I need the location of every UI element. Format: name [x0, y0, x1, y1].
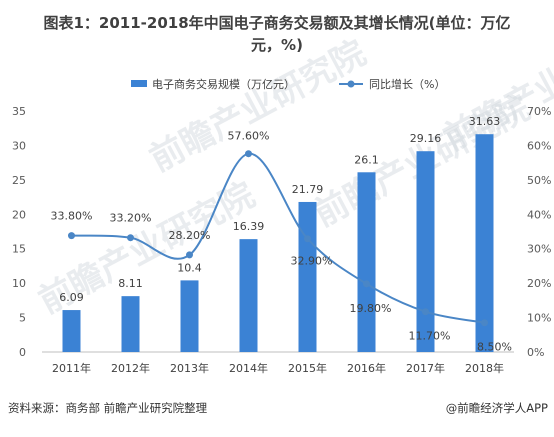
bar-data-label: 21.79	[292, 183, 324, 196]
line-data-label: 28.20%	[169, 229, 211, 242]
plot-area: 0 5 10 15 20 25 30 35 0% 10% 20% 30% 40% 50% 60% 70% 201…	[12, 105, 551, 375]
x-tick-label: 2014年	[229, 361, 268, 375]
y-left-tick-label: 5	[19, 312, 26, 325]
growth-line	[71, 152, 485, 324]
watermark-text-4: 前瞻产业研究院	[437, 12, 554, 159]
y-left-tick-label: 0	[19, 346, 26, 359]
legend: 电子商务交易规模（万亿元） 同比增长（%）	[131, 77, 445, 91]
y-right-tick-label: 70%	[527, 105, 551, 118]
y-right-tick-label: 60%	[527, 139, 551, 152]
chart-title-line1: 图表1：2011-2018年中国电子商务交易额及其增长情况(单位：万亿	[43, 14, 510, 32]
bar-data-label: 10.4	[177, 261, 202, 274]
bar	[180, 280, 199, 352]
bar-data-label: 31.63	[469, 115, 501, 128]
bar	[416, 151, 435, 352]
y-right-tick-label: 0%	[527, 346, 544, 359]
line-point	[68, 232, 75, 240]
line-point	[304, 235, 311, 243]
bar	[475, 134, 494, 352]
bar-data-label: 6.09	[59, 291, 84, 304]
line-data-label: 32.90%	[291, 255, 333, 268]
line-point	[422, 308, 429, 316]
line-data-label: 8.50%	[477, 341, 512, 354]
line-point	[245, 150, 252, 158]
y-left-tick-label: 25	[12, 174, 26, 187]
y-right-tick-label: 50%	[527, 174, 551, 187]
bar	[357, 172, 376, 352]
legend-bar-label: 电子商务交易规模（万亿元）	[152, 77, 295, 91]
x-tick-label: 2015年	[288, 361, 327, 375]
line-point	[186, 251, 193, 259]
y-right-tick-label: 20%	[527, 277, 551, 290]
bar-data-label: 29.16	[410, 132, 442, 145]
legend-line-label: 同比增长（%）	[369, 77, 445, 91]
line-data-label: 19.80%	[350, 302, 392, 315]
line-data-label: 33.80%	[51, 210, 93, 223]
credit-note: @前瞻经济学人APP	[446, 401, 548, 415]
legend-line-marker	[347, 80, 355, 88]
x-tick-label: 2011年	[52, 361, 91, 375]
x-tick-label: 2017年	[406, 361, 445, 375]
bar	[239, 239, 258, 352]
y-left-tick-label: 20	[12, 208, 26, 221]
bar	[62, 310, 81, 352]
y-right-tick-label: 40%	[527, 208, 551, 221]
line-point	[127, 234, 134, 242]
line-point	[481, 319, 488, 327]
y-left-tick-label: 10	[12, 277, 26, 290]
bar	[121, 296, 140, 352]
line-data-label: 57.60%	[228, 130, 270, 143]
bar-data-label: 26.1	[354, 153, 379, 166]
y-right-tick-label: 30%	[527, 243, 551, 256]
x-tick-label: 2012年	[111, 361, 150, 375]
line-data-label: 33.20%	[110, 212, 152, 225]
legend-bar-swatch	[131, 80, 147, 87]
bar-data-label: 16.39	[233, 220, 265, 233]
line-point	[363, 280, 370, 288]
y-left-tick-label: 15	[12, 243, 26, 256]
line-data-label: 11.70%	[409, 330, 451, 343]
y-right-tick-label: 10%	[527, 312, 551, 325]
bar	[298, 201, 317, 352]
y-left-tick-label: 35	[12, 105, 26, 118]
x-tick-label: 2013年	[170, 361, 209, 375]
bar-data-label: 8.11	[118, 277, 143, 290]
x-tick-label: 2018年	[465, 361, 504, 375]
chart-title-line2: 元，%)	[251, 36, 303, 54]
y-left-tick-label: 30	[12, 139, 26, 152]
x-tick-label: 2016年	[347, 361, 386, 375]
source-note: 资料来源：商务部 前瞻产业研究院整理	[8, 401, 208, 415]
